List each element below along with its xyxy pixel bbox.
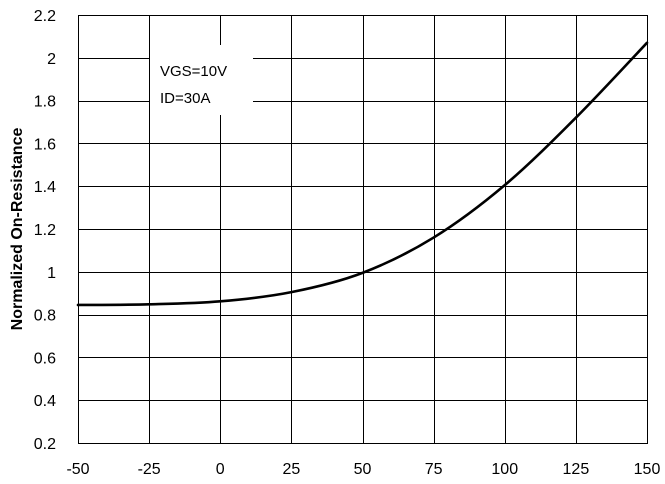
annotation-background [150,45,253,115]
y-tick-label-3: 0.8 [34,308,56,325]
x-tick-label-2: 0 [216,461,225,478]
plot-area-border [78,15,648,444]
y-tick-label-5: 1.2 [34,222,56,239]
x-tick-label-5: 75 [425,461,443,478]
x-tick-label-0: -50 [66,461,89,478]
y-axis-title: Normalized On-Resistance [9,128,26,331]
y-tick-label-6: 1.4 [34,179,56,196]
x-axis-ticks: -50 -25 0 25 50 75 100 125 150 [66,461,660,478]
y-tick-label-7: 1.6 [34,136,56,153]
x-tick-label-6: 100 [491,461,518,478]
y-axis-ticks: 0.2 0.4 0.6 0.8 1 1.2 1.4 1.6 1.8 2 2.2 [34,8,56,453]
y-tick-label-0: 0.2 [34,436,56,453]
x-tick-label-3: 25 [282,461,300,478]
series-group [76,41,649,307]
y-tick-label-2: 0.6 [34,350,56,367]
y-tick-label-1: 0.4 [34,393,56,410]
x-tick-label-7: 125 [563,461,590,478]
x-tick-label-4: 50 [354,461,372,478]
y-tick-label-10: 2.2 [34,8,56,25]
series-line-0 [76,41,649,307]
y-tick-label-8: 1.8 [34,94,56,111]
x-tick-label-1: -25 [138,461,161,478]
y-tick-label-4: 1 [47,265,56,282]
y-tick-label-9: 2 [47,51,56,68]
x-tick-label-8: 150 [634,461,661,478]
annotation-id: ID=30A [160,90,210,107]
annotation-box: VGS=10V ID=30A [150,45,253,115]
annotation-vgs: VGS=10V [160,63,227,80]
